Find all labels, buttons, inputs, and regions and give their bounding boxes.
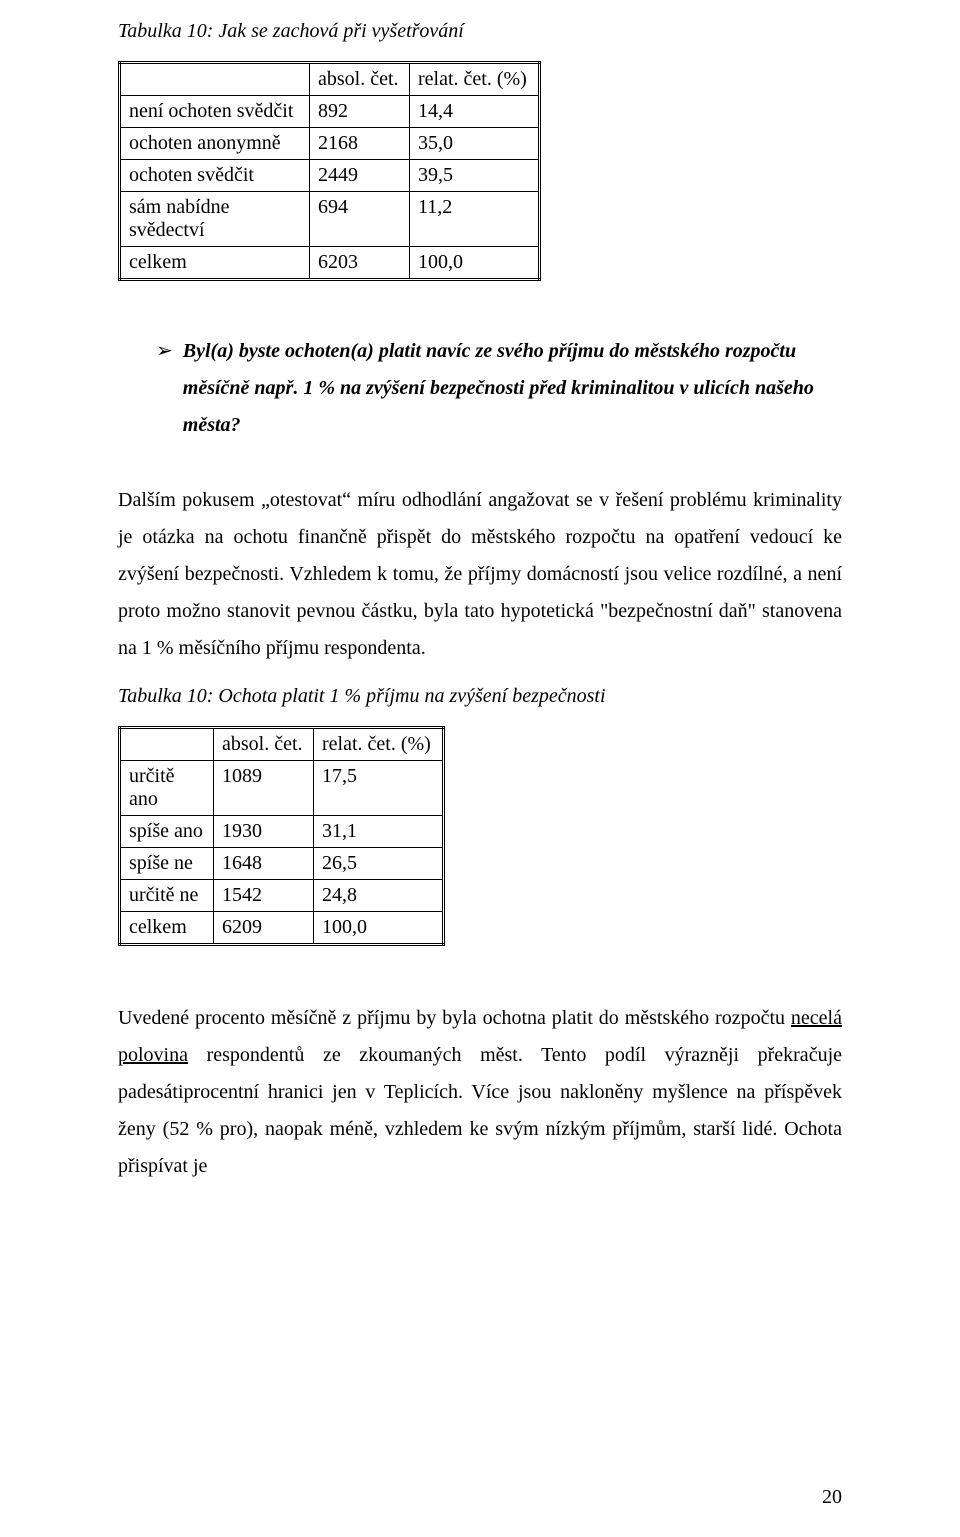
col-rel: relat. čet. (%): [410, 63, 540, 96]
table-header-row: absol. čet. relat. čet. (%): [120, 63, 540, 96]
table-row: určitě ano 1089 17,5: [120, 761, 444, 816]
cell-label: sám nabídne svědectví: [120, 192, 310, 247]
table-header-row: absol. čet. relat. čet. (%): [120, 728, 444, 761]
col-blank: [120, 728, 214, 761]
cell-rel: 24,8: [314, 880, 444, 912]
cell-abs: 892: [310, 96, 410, 128]
table-row: ochoten anonymně 2168 35,0: [120, 128, 540, 160]
cell-abs: 6209: [214, 912, 314, 945]
cell-abs: 694: [310, 192, 410, 247]
cell-abs: 2449: [310, 160, 410, 192]
cell-rel: 31,1: [314, 816, 444, 848]
cell-label: celkem: [120, 247, 310, 280]
table-row: určitě ne 1542 24,8: [120, 880, 444, 912]
table-row: ochoten svědčit 2449 39,5: [120, 160, 540, 192]
page-number: 20: [822, 1486, 842, 1509]
question-bullet: ➢ Byl(a) byste ochoten(a) platit navíc z…: [156, 333, 842, 444]
table-row: není ochoten svědčit 892 14,4: [120, 96, 540, 128]
cell-rel: 14,4: [410, 96, 540, 128]
table-behavior: absol. čet. relat. čet. (%) není ochoten…: [118, 61, 541, 281]
cell-rel: 100,0: [410, 247, 540, 280]
table-row: sám nabídne svědectví 694 11,2: [120, 192, 540, 247]
arrow-icon: ➢: [156, 333, 173, 370]
cell-label: ochoten anonymně: [120, 128, 310, 160]
cell-label: určitě ano: [120, 761, 214, 816]
col-rel: relat. čet. (%): [314, 728, 444, 761]
table-willingness: absol. čet. relat. čet. (%) určitě ano 1…: [118, 726, 445, 946]
cell-label: spíše ano: [120, 816, 214, 848]
cell-label: ochoten svědčit: [120, 160, 310, 192]
question-text: Byl(a) byste ochoten(a) platit navíc ze …: [183, 333, 842, 444]
table-row: spíše ano 1930 31,1: [120, 816, 444, 848]
cell-rel: 26,5: [314, 848, 444, 880]
table2-caption: Tabulka 10: Ochota platit 1 % příjmu na …: [118, 685, 842, 708]
col-abs: absol. čet.: [214, 728, 314, 761]
col-abs: absol. čet.: [310, 63, 410, 96]
para2-pre: Uvedené procento měsíčně z příjmu by byl…: [118, 1007, 791, 1029]
cell-rel: 100,0: [314, 912, 444, 945]
table1-caption: Tabulka 10: Jak se zachová při vyšetřová…: [118, 20, 842, 43]
para2-mid: respondentů ze zkoumaných měst. Tento po…: [118, 1044, 842, 1177]
cell-label: spíše ne: [120, 848, 214, 880]
cell-label: není ochoten svědčit: [120, 96, 310, 128]
cell-label: určitě ne: [120, 880, 214, 912]
cell-abs: 1930: [214, 816, 314, 848]
cell-abs: 1648: [214, 848, 314, 880]
cell-abs: 2168: [310, 128, 410, 160]
paragraph-1: Dalším pokusem „otestovat“ míru odhodlán…: [118, 482, 842, 667]
table-row: celkem 6209 100,0: [120, 912, 444, 945]
cell-rel: 39,5: [410, 160, 540, 192]
cell-rel: 35,0: [410, 128, 540, 160]
page: Tabulka 10: Jak se zachová při vyšetřová…: [0, 0, 960, 1537]
cell-rel: 17,5: [314, 761, 444, 816]
cell-abs: 6203: [310, 247, 410, 280]
col-blank: [120, 63, 310, 96]
cell-abs: 1542: [214, 880, 314, 912]
table-row: spíše ne 1648 26,5: [120, 848, 444, 880]
cell-label: celkem: [120, 912, 214, 945]
paragraph-2: Uvedené procento měsíčně z příjmu by byl…: [118, 1000, 842, 1185]
cell-abs: 1089: [214, 761, 314, 816]
table-row: celkem 6203 100,0: [120, 247, 540, 280]
cell-rel: 11,2: [410, 192, 540, 247]
